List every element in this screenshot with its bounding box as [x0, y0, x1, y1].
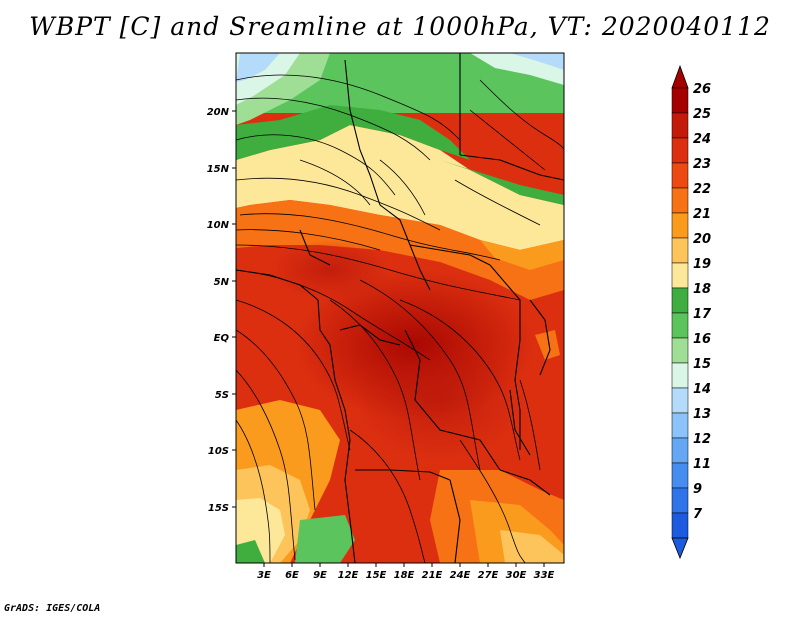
lon-tick-label: 3E	[257, 570, 271, 581]
colorbar-box	[671, 512, 689, 539]
lon-tick-label: 33E	[534, 570, 555, 581]
colorbar-box	[671, 162, 689, 189]
colorbar-label: 24	[693, 132, 711, 147]
colorbar-label: 19	[693, 257, 711, 272]
colorbar-label: 9	[693, 482, 702, 497]
lon-tick-label: 30E	[506, 570, 527, 581]
colorbar-label: 17	[693, 307, 712, 322]
colorbar-label: 12	[693, 432, 711, 447]
colorbar-box	[671, 487, 689, 514]
colorbar-bottom-arrow	[671, 537, 689, 560]
colorbar-box	[671, 287, 689, 314]
colorbar-box	[671, 312, 689, 339]
colorbar-box	[671, 437, 689, 464]
colorbar-top-arrow	[671, 64, 689, 89]
colorbar-box	[671, 262, 689, 289]
lat-tick-label: 15N	[207, 164, 230, 175]
colorbar-box	[671, 187, 689, 214]
lat-tick-label: 10N	[207, 220, 230, 231]
colorbar: 26 25 24 23 22 21 20 19 18 17 16 15 14 13 12 11 9 7	[671, 64, 712, 560]
lat-tick-label: 10S	[208, 446, 229, 457]
lon-tick-label: 6E	[285, 570, 299, 581]
lon-tick-label: 9E	[313, 570, 327, 581]
colorbar-box	[671, 337, 689, 364]
colorbar-label: 7	[693, 507, 703, 522]
country-borders	[236, 53, 564, 563]
colorbar-label: 22	[693, 182, 711, 197]
lat-tick-label: 20N	[207, 107, 230, 118]
colorbar-label: 15	[693, 357, 711, 372]
map-frame	[235, 52, 565, 564]
colorbar-boxes	[671, 87, 689, 539]
lon-tick-label: 27E	[478, 570, 499, 581]
map-title: WBPT [C] and Sreamline at 1000hPa, VT: 2…	[29, 12, 771, 41]
lat-tick-labels: 20N 15N 10N 5N EQ 5S 10S 15S	[207, 107, 230, 514]
colorbar-label: 11	[693, 457, 711, 472]
lat-tick-marks	[232, 110, 236, 508]
colorbar-box	[671, 112, 689, 139]
colorbar-label: 14	[693, 382, 711, 397]
colorbar-label: 25	[693, 107, 711, 122]
lon-tick-label: 21E	[422, 570, 443, 581]
wbpt-shaded-field	[236, 53, 564, 563]
colorbar-box	[671, 87, 689, 114]
colorbar-label: 23	[693, 157, 711, 172]
colorbar-label: 26	[693, 82, 711, 97]
lon-tick-marks	[263, 563, 545, 567]
colorbar-label: 18	[693, 282, 711, 297]
lat-tick-label: EQ	[214, 333, 230, 344]
lon-tick-labels: 3E 6E 9E 12E 15E 18E 21E 24E 27E 30E 33E	[257, 570, 554, 581]
streamlines	[236, 74, 564, 563]
colorbar-box	[671, 237, 689, 264]
lon-tick-label: 18E	[394, 570, 415, 581]
lon-tick-label: 12E	[338, 570, 359, 581]
lat-tick-label: 5N	[214, 277, 230, 288]
colorbar-box	[671, 137, 689, 164]
colorbar-label: 13	[693, 407, 711, 422]
colorbar-label: 20	[693, 232, 711, 247]
lat-tick-label: 15S	[208, 503, 229, 514]
colorbar-label: 21	[693, 207, 711, 222]
colorbar-labels: 26 25 24 23 22 21 20 19 18 17 16 15 14 13 12 11 9 7	[693, 82, 712, 522]
colorbar-label: 16	[693, 332, 711, 347]
colorbar-box	[671, 412, 689, 439]
colorbar-box	[671, 387, 689, 414]
lon-tick-label: 24E	[450, 570, 471, 581]
grads-credit: GrADS: IGES/COLA	[4, 603, 101, 614]
colorbar-box	[671, 362, 689, 389]
colorbar-box	[671, 212, 689, 239]
colorbar-box	[671, 462, 689, 489]
lon-tick-label: 15E	[366, 570, 387, 581]
lat-tick-label: 5S	[215, 390, 229, 401]
